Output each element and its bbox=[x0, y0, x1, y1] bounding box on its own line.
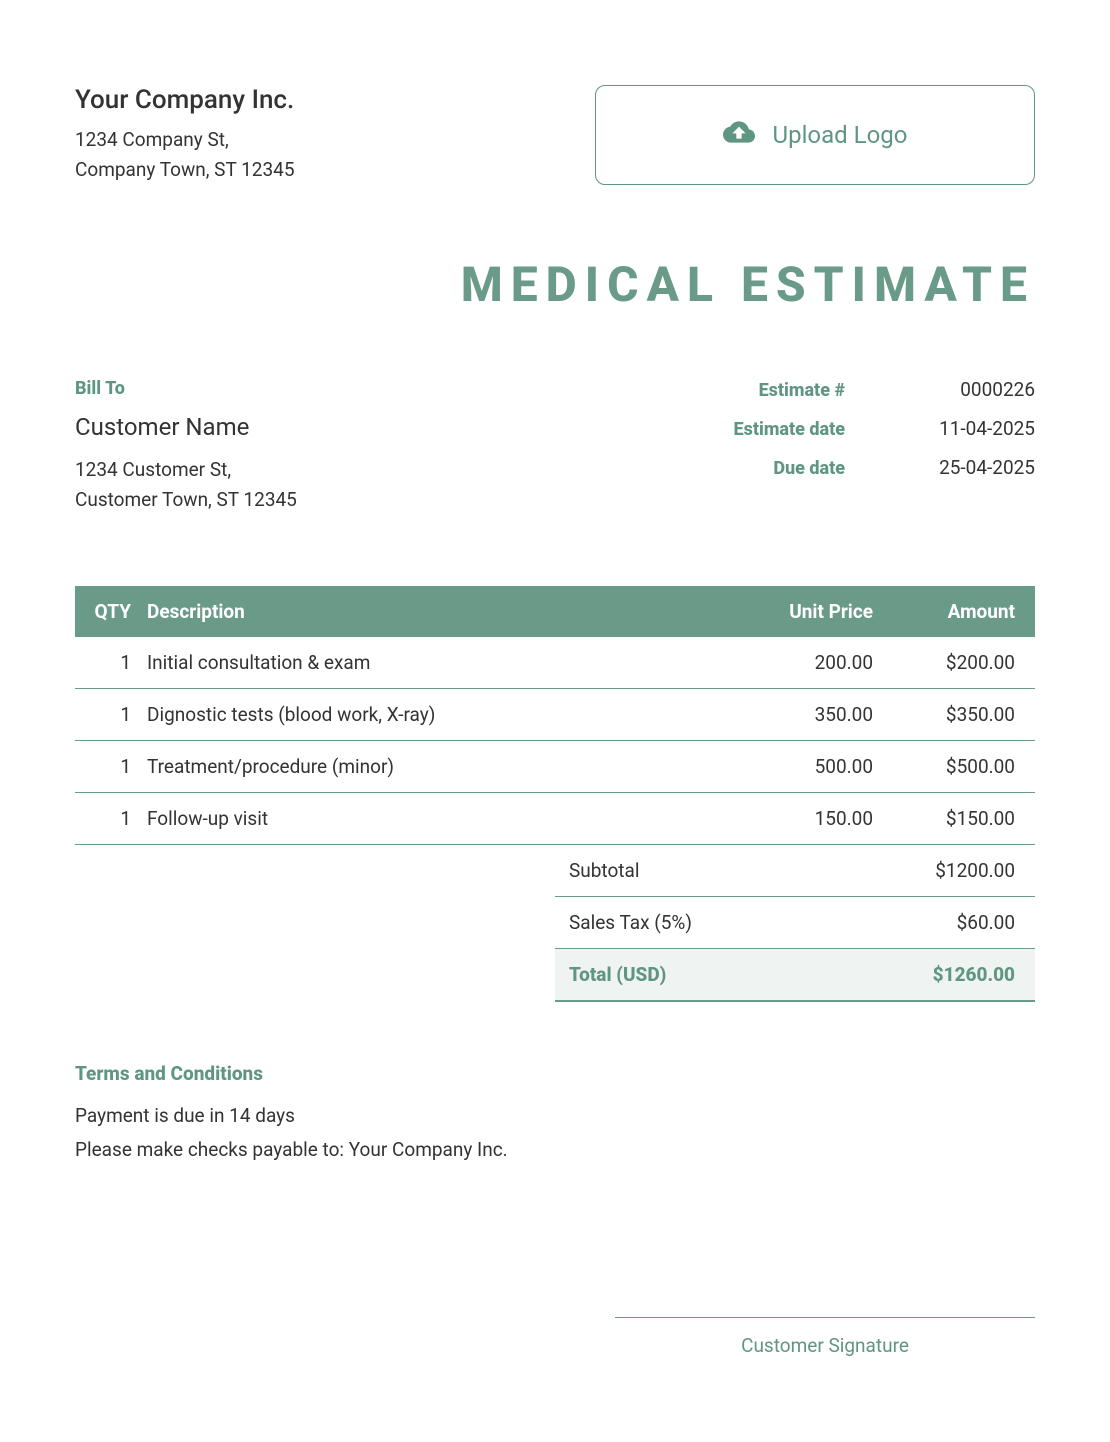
cloud-upload-icon bbox=[723, 116, 755, 154]
company-info: Your Company Inc. 1234 Company St, Compa… bbox=[75, 85, 295, 186]
cell-qty: 1 bbox=[75, 792, 135, 844]
terms-section: Terms and Conditions Payment is due in 1… bbox=[75, 1062, 1035, 1167]
cell-description: Dignostic tests (blood work, X-ray) bbox=[135, 688, 725, 740]
upload-logo-label: Upload Logo bbox=[773, 121, 908, 149]
customer-name: Customer Name bbox=[75, 413, 297, 441]
table-row: 1Treatment/procedure (minor)500.00$500.0… bbox=[75, 740, 1035, 792]
cell-unit-price: 150.00 bbox=[725, 792, 885, 844]
tax-value: $60.00 bbox=[957, 911, 1015, 934]
tax-label: Sales Tax (5%) bbox=[569, 911, 692, 934]
meta-value: 0000226 bbox=[905, 378, 1035, 401]
col-description: Description bbox=[135, 586, 725, 637]
cell-unit-price: 350.00 bbox=[725, 688, 885, 740]
meta-row-estimate-date: Estimate date 11-04-2025 bbox=[675, 417, 1035, 440]
customer-address: 1234 Customer St, Customer Town, ST 1234… bbox=[75, 455, 297, 516]
meta-label: Estimate date bbox=[675, 419, 845, 440]
terms-text: Payment is due in 14 days Please make ch… bbox=[75, 1099, 1035, 1167]
upload-logo-button[interactable]: Upload Logo bbox=[595, 85, 1035, 185]
table-header-row: QTY Description Unit Price Amount bbox=[75, 586, 1035, 637]
cell-qty: 1 bbox=[75, 688, 135, 740]
cell-unit-price: 500.00 bbox=[725, 740, 885, 792]
meta-label: Estimate # bbox=[675, 380, 845, 401]
subtotal-value: $1200.00 bbox=[935, 859, 1015, 882]
estimate-meta: Estimate # 0000226 Estimate date 11-04-2… bbox=[675, 378, 1035, 516]
signature-line: Customer Signature bbox=[615, 1317, 1035, 1357]
signature-label: Customer Signature bbox=[741, 1334, 909, 1357]
document-title: MEDICAL ESTIMATE bbox=[75, 256, 1035, 313]
meta-value: 11-04-2025 bbox=[905, 417, 1035, 440]
meta-value: 25-04-2025 bbox=[905, 456, 1035, 479]
bill-to-section: Bill To Customer Name 1234 Customer St, … bbox=[75, 378, 297, 516]
cell-qty: 1 bbox=[75, 740, 135, 792]
company-address: 1234 Company St, Company Town, ST 12345 bbox=[75, 125, 295, 186]
company-address-line1: 1234 Company St, bbox=[75, 125, 295, 155]
cell-description: Follow-up visit bbox=[135, 792, 725, 844]
col-unit-price: Unit Price bbox=[725, 586, 885, 637]
col-amount: Amount bbox=[885, 586, 1035, 637]
cell-amount: $500.00 bbox=[885, 740, 1035, 792]
terms-line1: Payment is due in 14 days bbox=[75, 1099, 1035, 1133]
customer-address-line2: Customer Town, ST 12345 bbox=[75, 485, 297, 515]
grand-total-row: Total (USD) $1260.00 bbox=[555, 949, 1035, 1002]
company-address-line2: Company Town, ST 12345 bbox=[75, 155, 295, 185]
cell-amount: $150.00 bbox=[885, 792, 1035, 844]
col-qty: QTY bbox=[75, 586, 135, 637]
table-row: 1Dignostic tests (blood work, X-ray)350.… bbox=[75, 688, 1035, 740]
line-items-table: QTY Description Unit Price Amount 1Initi… bbox=[75, 586, 1035, 845]
totals-section: Subtotal $1200.00 Sales Tax (5%) $60.00 … bbox=[555, 845, 1035, 1002]
subtotal-row: Subtotal $1200.00 bbox=[555, 845, 1035, 897]
cell-description: Treatment/procedure (minor) bbox=[135, 740, 725, 792]
terms-label: Terms and Conditions bbox=[75, 1062, 1035, 1085]
cell-amount: $350.00 bbox=[885, 688, 1035, 740]
table-row: 1Initial consultation & exam200.00$200.0… bbox=[75, 637, 1035, 689]
cell-qty: 1 bbox=[75, 637, 135, 689]
terms-line2: Please make checks payable to: Your Comp… bbox=[75, 1133, 1035, 1167]
customer-address-line1: 1234 Customer St, bbox=[75, 455, 297, 485]
cell-amount: $200.00 bbox=[885, 637, 1035, 689]
bill-to-label: Bill To bbox=[75, 378, 297, 399]
meta-row-estimate-number: Estimate # 0000226 bbox=[675, 378, 1035, 401]
grand-total-label: Total (USD) bbox=[569, 963, 666, 986]
table-row: 1Follow-up visit150.00$150.00 bbox=[75, 792, 1035, 844]
grand-total-value: $1260.00 bbox=[933, 963, 1015, 986]
cell-unit-price: 200.00 bbox=[725, 637, 885, 689]
meta-label: Due date bbox=[675, 458, 845, 479]
cell-description: Initial consultation & exam bbox=[135, 637, 725, 689]
meta-row-due-date: Due date 25-04-2025 bbox=[675, 456, 1035, 479]
tax-row: Sales Tax (5%) $60.00 bbox=[555, 897, 1035, 949]
subtotal-label: Subtotal bbox=[569, 859, 639, 882]
company-name: Your Company Inc. bbox=[75, 85, 295, 115]
